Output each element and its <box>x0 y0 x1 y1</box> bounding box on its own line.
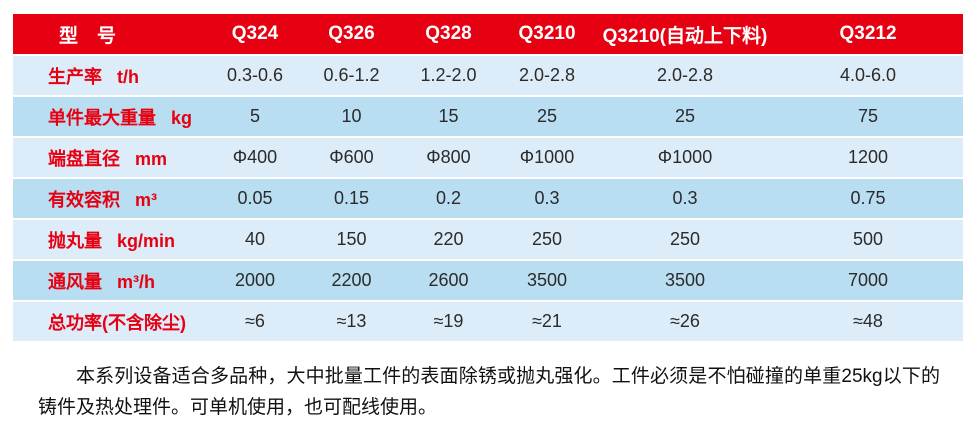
table-cell: 75 <box>773 97 963 136</box>
product-description: 本系列设备适合多品种，大中批量工件的表面除锈或抛丸强化。工件必须是不怕碰撞的单重… <box>38 366 940 418</box>
table-cell: Φ400 <box>207 138 303 177</box>
table-row-productivity: 生产率 t/h 0.3-0.6 0.6-1.2 1.2-2.0 2.0-2.8 2… <box>13 56 963 95</box>
table-cell: Φ1000 <box>597 138 773 177</box>
header-col-q328: Q328 <box>400 14 497 54</box>
table-cell: 15 <box>400 97 497 136</box>
row-label-text: 单件最大重量 <box>48 107 156 128</box>
row-label-text: 有效容积 <box>48 189 120 210</box>
header-col-q3210: Q3210 <box>497 14 597 54</box>
table-row-effective-volume: 有效容积 m³ 0.05 0.15 0.2 0.3 0.3 0.75 <box>13 179 963 218</box>
table-row-shot-flow: 抛丸量 kg/min 40 150 220 250 250 500 <box>13 220 963 259</box>
table-cell: 0.75 <box>773 179 963 218</box>
row-unit: kg/min <box>117 230 176 251</box>
row-unit: m³/h <box>117 271 155 292</box>
table-header-row: 型 号 Q324 Q326 Q328 Q3210 Q3210(自动上下料) Q3… <box>13 14 963 54</box>
table-cell: ≈19 <box>400 302 497 341</box>
table-cell: 2600 <box>400 261 497 300</box>
row-label: 抛丸量 kg/min <box>13 220 207 259</box>
table-cell: ≈6 <box>207 302 303 341</box>
table-cell: 3500 <box>597 261 773 300</box>
table-cell: 1200 <box>773 138 963 177</box>
table-cell: ≈21 <box>497 302 597 341</box>
table-cell: 0.2 <box>400 179 497 218</box>
row-unit: m³ <box>135 189 157 210</box>
row-label-text: 抛丸量 <box>48 230 102 251</box>
table-cell: 150 <box>303 220 400 259</box>
row-label: 端盘直径 mm <box>13 138 207 177</box>
table-cell: 2000 <box>207 261 303 300</box>
row-label: 单件最大重量 kg <box>13 97 207 136</box>
row-label-text: 生产率 <box>48 66 102 87</box>
header-col-q3210-auto: Q3210(自动上下料) <box>597 14 773 54</box>
table-cell: 250 <box>597 220 773 259</box>
table-cell: 5 <box>207 97 303 136</box>
header-col-q326: Q326 <box>303 14 400 54</box>
table-row-disc-diameter: 端盘直径 mm Φ400 Φ600 Φ800 Φ1000 Φ1000 1200 <box>13 138 963 177</box>
header-model-label: 型 号 <box>13 14 207 54</box>
row-label: 总功率(不含除尘) <box>13 302 207 341</box>
table-cell: 25 <box>497 97 597 136</box>
table-cell: ≈48 <box>773 302 963 341</box>
row-unit: t/h <box>117 66 139 87</box>
table-cell: 250 <box>497 220 597 259</box>
row-unit: mm <box>135 148 168 169</box>
table-cell: 0.3-0.6 <box>207 56 303 95</box>
table-cell: 3500 <box>497 261 597 300</box>
row-label-text: 通风量 <box>48 271 102 292</box>
row-label-text: 总功率(不含除尘) <box>48 312 186 333</box>
table-cell: 0.3 <box>597 179 773 218</box>
table-row-total-power: 总功率(不含除尘) ≈6 ≈13 ≈19 ≈21 ≈26 ≈48 <box>13 302 963 341</box>
table-cell: Φ1000 <box>497 138 597 177</box>
table-cell: Φ600 <box>303 138 400 177</box>
table-cell: 25 <box>597 97 773 136</box>
table-cell: ≈26 <box>597 302 773 341</box>
table-cell: 500 <box>773 220 963 259</box>
table-cell: 40 <box>207 220 303 259</box>
row-label: 有效容积 m³ <box>13 179 207 218</box>
header-col-q324: Q324 <box>207 14 303 54</box>
table-cell: 0.05 <box>207 179 303 218</box>
table-cell: 4.0-6.0 <box>773 56 963 95</box>
table-cell: 1.2-2.0 <box>400 56 497 95</box>
table-cell: 10 <box>303 97 400 136</box>
table-row-ventilation: 通风量 m³/h 2000 2200 2600 3500 3500 7000 <box>13 261 963 300</box>
row-label: 生产率 t/h <box>13 56 207 95</box>
header-col-q3212: Q3212 <box>773 14 963 54</box>
row-label-text: 端盘直径 <box>48 148 120 169</box>
table-cell: 2.0-2.8 <box>497 56 597 95</box>
table-cell: 2.0-2.8 <box>597 56 773 95</box>
row-unit: kg <box>171 107 193 128</box>
table-row-max-piece-weight: 单件最大重量 kg 5 10 15 25 25 75 <box>13 97 963 136</box>
row-label: 通风量 m³/h <box>13 261 207 300</box>
table-cell: 0.15 <box>303 179 400 218</box>
table-cell: Φ800 <box>400 138 497 177</box>
table-cell: 0.6-1.2 <box>303 56 400 95</box>
table-cell: ≈13 <box>303 302 400 341</box>
table-cell: 0.3 <box>497 179 597 218</box>
table-cell: 7000 <box>773 261 963 300</box>
table-cell: 220 <box>400 220 497 259</box>
table-cell: 2200 <box>303 261 400 300</box>
model-spec-table: 型 号 Q324 Q326 Q328 Q3210 Q3210(自动上下料) Q3… <box>13 12 963 343</box>
spec-table-container: 型 号 Q324 Q326 Q328 Q3210 Q3210(自动上下料) Q3… <box>13 12 963 343</box>
